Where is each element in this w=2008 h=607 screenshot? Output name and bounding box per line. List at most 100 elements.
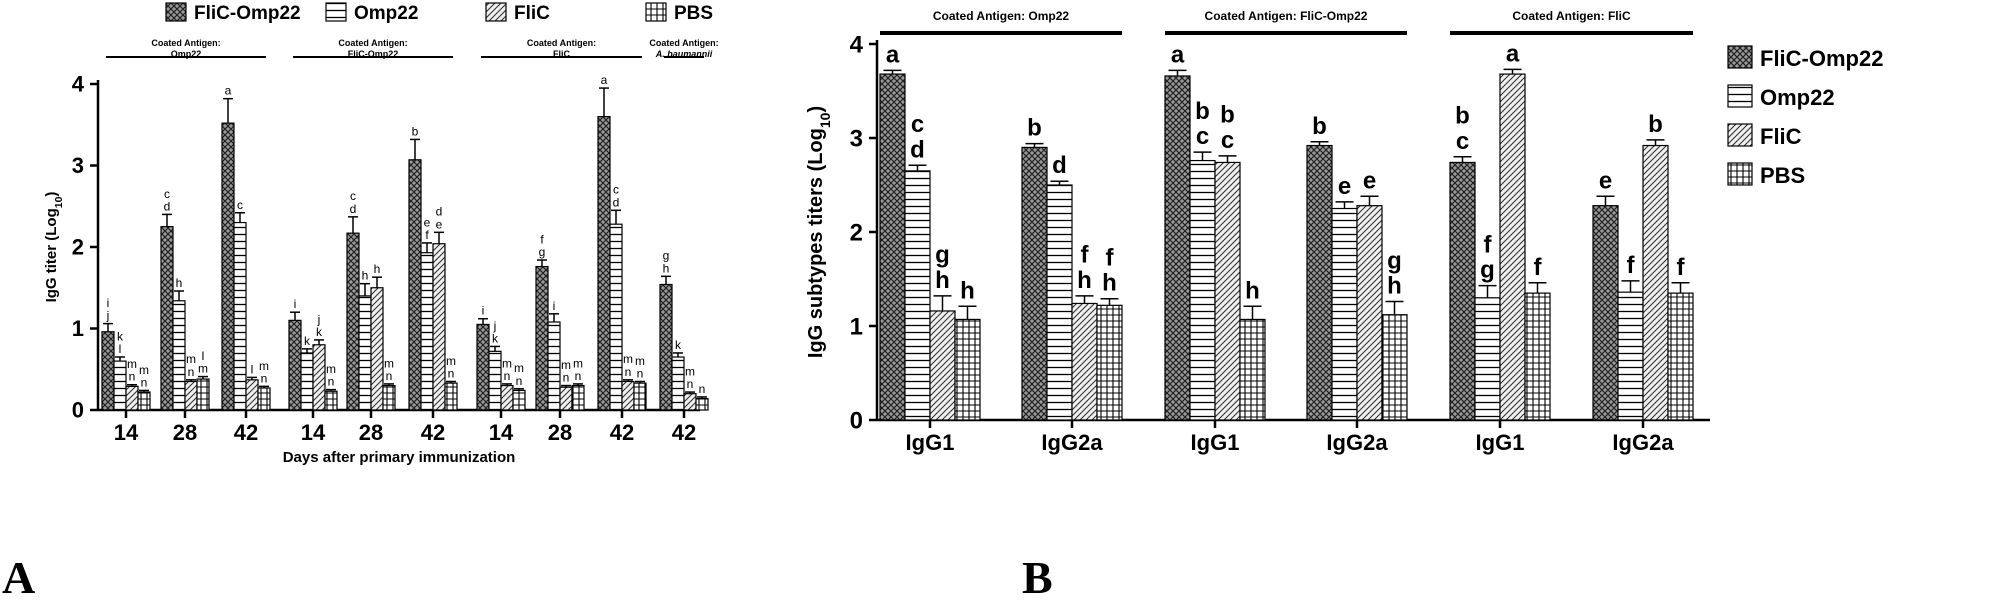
significance-letter: g	[1480, 257, 1495, 284]
bar-pbs	[633, 382, 647, 411]
significance-letter: n	[563, 371, 570, 385]
bar-omp22	[300, 352, 314, 411]
bar-pbs	[512, 389, 526, 411]
significance-letter: m	[326, 362, 336, 376]
y-tick-label: 4	[72, 72, 85, 97]
bar-flic	[125, 385, 139, 411]
group-label: Coated Antigen:	[527, 38, 596, 48]
significance-letter: e	[1363, 167, 1376, 194]
significance-letter: c	[237, 198, 243, 212]
y-tick-label: 2	[72, 235, 84, 260]
bar-flic-omp22	[535, 265, 549, 411]
y-tick-label: 0	[72, 398, 84, 423]
bar-omp22	[172, 300, 186, 411]
significance-letter: k	[304, 334, 311, 348]
significance-letter: h	[362, 269, 369, 283]
significance-letter: h	[663, 261, 670, 275]
bar-flic-omp22	[476, 323, 490, 411]
significance-letter: k	[675, 338, 682, 352]
bar-omp22	[488, 350, 502, 411]
significance-letter: k	[117, 329, 124, 343]
significance-letter: i	[553, 299, 556, 313]
significance-letter: m	[561, 358, 571, 372]
x-tick-label: 28	[548, 420, 572, 445]
significance-letter: a	[601, 73, 608, 87]
significance-letter: h	[1245, 277, 1260, 304]
significance-letter: b	[1027, 115, 1042, 142]
legend-label: FliC	[514, 3, 550, 24]
significance-letter: d	[164, 199, 171, 213]
chart-b: FliC-Omp22 Omp22 FliC PBS Coated Antigen: Om…	[805, 9, 1883, 455]
significance-letter: n	[699, 382, 706, 396]
x-tick-label: 14	[301, 420, 326, 445]
bar-omp22	[1617, 291, 1644, 421]
significance-letter: e	[424, 215, 431, 229]
bar-omp22	[233, 221, 247, 411]
panel-label-a: A	[2, 552, 36, 603]
group-label: Coated Antigen:	[151, 38, 220, 48]
y-tick-label: 3	[72, 153, 84, 178]
group-label: Omp22	[171, 49, 202, 59]
significance-letter: m	[623, 352, 633, 366]
legend-label: PBS	[674, 3, 713, 24]
bar-omp22	[420, 252, 434, 411]
bar-flic	[1071, 302, 1098, 421]
x-tick-label: IgG1	[1191, 430, 1240, 455]
significance-letter: n	[141, 375, 148, 389]
group-label: A. baumannii	[655, 49, 713, 59]
bar-flic-omp22	[408, 159, 422, 411]
significance-letter: g	[1387, 247, 1402, 274]
significance-letter: f	[1081, 242, 1090, 269]
significance-letter: b	[1220, 102, 1235, 129]
significance-letter: n	[504, 369, 511, 383]
bar-omp22	[1474, 297, 1501, 421]
x-tick-label: IgG2a	[1041, 430, 1103, 455]
significance-letter: h	[1077, 267, 1092, 294]
bar-flic-omp22	[346, 232, 360, 411]
significance-letter: n	[188, 365, 195, 379]
significance-letter: l	[251, 362, 254, 376]
legend-label: Omp22	[354, 3, 418, 24]
bar-flic	[432, 243, 446, 411]
significance-letter: c	[350, 189, 356, 203]
x-tick-label: 14	[114, 420, 139, 445]
bar-flic	[1356, 205, 1383, 421]
significance-letter: f	[1677, 254, 1686, 281]
bar-omp22	[113, 360, 127, 411]
x-tick-label: 14	[489, 420, 514, 445]
x-tick-label: 42	[234, 420, 258, 445]
bar-flic	[929, 310, 956, 421]
significance-letter: l	[119, 342, 122, 356]
panel-label-b: B	[1022, 552, 1053, 603]
significance-letter: d	[350, 202, 357, 216]
significance-letter: d	[613, 195, 620, 209]
x-tick-label: 42	[610, 420, 634, 445]
significance-letter: d	[1052, 152, 1067, 179]
significance-letter: n	[328, 375, 335, 389]
significance-letter: n	[637, 366, 644, 380]
legend-swatch-diag	[485, 2, 507, 22]
significance-letter: h	[935, 267, 950, 294]
significance-letter: m	[446, 354, 456, 368]
significance-letter: m	[198, 362, 208, 376]
significance-letter: f	[1534, 254, 1543, 281]
legend-swatch-grid	[1727, 162, 1753, 186]
legend-swatch-grid	[645, 2, 667, 22]
bar-omp22	[671, 356, 685, 411]
significance-letter: d	[910, 136, 925, 163]
bar-pbs	[196, 378, 210, 411]
bar-flic	[1499, 73, 1526, 421]
x-axis-label: Days after primary immunization	[283, 449, 516, 466]
legend-label: FliC-Omp22	[194, 3, 301, 24]
significance-letter: l	[202, 349, 205, 363]
significance-letter: n	[625, 365, 632, 379]
bar-pbs	[1096, 304, 1123, 421]
significance-letter: m	[384, 356, 394, 370]
legend-label: FliC-Omp22	[1760, 46, 1883, 71]
significance-letter: n	[386, 369, 393, 383]
significance-letter: i	[482, 304, 485, 318]
significance-letter: h	[1387, 273, 1402, 300]
y-tick-label: 3	[850, 125, 863, 152]
